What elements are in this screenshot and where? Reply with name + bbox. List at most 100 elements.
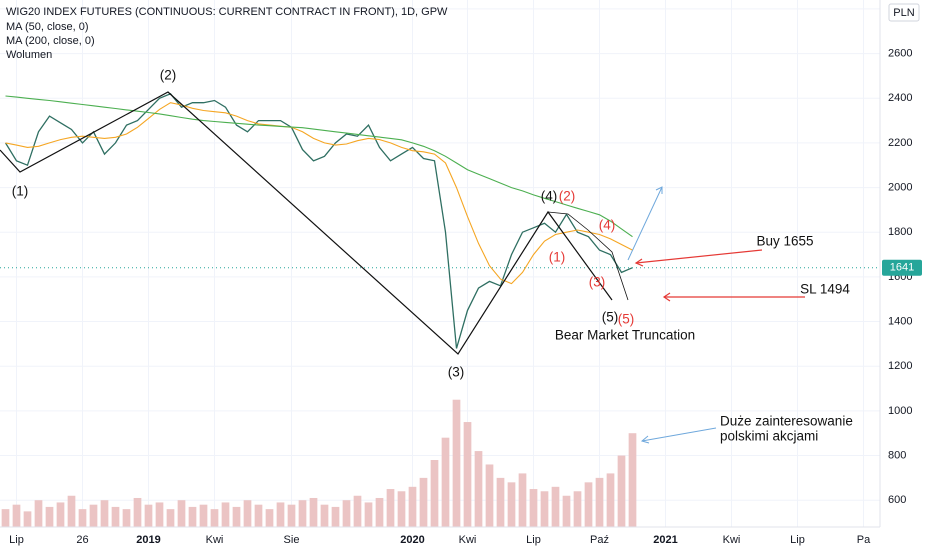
volume-bar: [122, 509, 131, 527]
volume-bar: [188, 506, 197, 527]
legend-entry: MA (50, close, 0): [6, 21, 89, 33]
x-tick-label: Pa: [857, 534, 871, 546]
volume-bar: [78, 509, 87, 527]
volume-bar: [12, 504, 21, 527]
x-tick-label: Kwi: [206, 534, 224, 546]
legend-entry: Wolumen: [6, 49, 52, 61]
annotation: (2): [559, 189, 576, 204]
y-tick-label: 2400: [888, 92, 912, 104]
volume-bar: [23, 511, 32, 527]
volume-bar: [628, 433, 637, 527]
x-tick-label: Lip: [9, 534, 24, 546]
volume-bar: [397, 491, 406, 527]
volume-bar: [177, 500, 186, 527]
volume-bar: [342, 500, 351, 527]
grid: [0, 0, 880, 527]
y-tick-label: 1000: [888, 405, 912, 417]
y-tick-label: 600: [888, 494, 906, 506]
volume-bar: [331, 506, 340, 527]
volume-bar: [485, 464, 494, 527]
volume-bar: [474, 451, 483, 527]
volume-bar: [133, 497, 142, 527]
volume-bar: [408, 486, 417, 527]
annotation: (3): [448, 365, 465, 380]
volume-bar: [89, 504, 98, 527]
volume-bar: [518, 473, 527, 527]
x-tick-label: Kwi: [459, 534, 477, 546]
x-tick-label: Kwi: [723, 534, 741, 546]
volume-bar: [529, 489, 538, 527]
annotation: SL 1494: [800, 282, 850, 297]
annotation: Buy 1655: [756, 234, 813, 249]
currency-box[interactable]: [888, 3, 920, 22]
volume-bar: [573, 491, 582, 527]
volume-bar: [551, 486, 560, 527]
volume-bar: [100, 500, 109, 527]
volume-bar: [67, 495, 76, 527]
arrow: [635, 249, 763, 264]
annotation: (4): [599, 218, 616, 233]
annotation: polskimi akcjami: [720, 429, 818, 444]
y-tick-label: 800: [888, 449, 906, 461]
x-tick-label: Lip: [526, 534, 541, 546]
x-tick-label: 2019: [136, 534, 160, 546]
volume-bar: [210, 509, 219, 527]
arrow: [627, 186, 663, 261]
volume-bar: [155, 502, 164, 527]
volume-bar: [606, 473, 615, 527]
volume-bar: [441, 437, 450, 527]
series-line: [5, 102, 633, 285]
last-price-label: 1641: [890, 262, 914, 274]
annotation: (1): [12, 184, 29, 199]
volume-bar: [419, 477, 428, 527]
arrow-head: [640, 435, 650, 444]
series-line: [5, 95, 633, 238]
volume-bar: [276, 502, 285, 527]
volume-bar: [1, 509, 10, 527]
annotation: (3): [589, 275, 606, 290]
chart-title: WIG20 INDEX FUTURES (CONTINUOUS: CURRENT…: [6, 6, 448, 18]
series-line: [4, 93, 633, 349]
volume-bar: [166, 509, 175, 527]
volume-bar: [144, 504, 153, 527]
volume-bar: [56, 502, 65, 527]
annotation: (5): [602, 310, 619, 325]
y-tick-label: 1800: [888, 226, 912, 238]
annotation: (2): [160, 68, 177, 83]
volume-bar: [287, 504, 296, 527]
volume-bar: [540, 491, 549, 527]
currency[interactable]: PLN: [893, 7, 914, 19]
volume-bar: [298, 500, 307, 527]
annotation: Bear Market Truncation: [555, 328, 695, 343]
volume-bar: [34, 500, 43, 527]
volume-bar: [221, 502, 230, 527]
volume-bar: [375, 497, 384, 527]
volume-bar: [309, 497, 318, 527]
volume-bar: [584, 482, 593, 527]
arrow-head: [634, 258, 644, 267]
y-tick-label: 1200: [888, 360, 912, 372]
volume-bar: [617, 455, 626, 527]
annotation: (1): [549, 250, 566, 265]
volume-bar: [496, 477, 505, 527]
volume-bar: [111, 506, 120, 527]
legend-entry: MA (200, close, 0): [6, 35, 95, 47]
y-tick-label: 2200: [888, 137, 912, 149]
x-tick-label: 2021: [653, 534, 677, 546]
volume-bar: [320, 504, 329, 527]
y-tick-label: 2000: [888, 181, 912, 193]
y-tick-label: 2600: [888, 47, 912, 59]
volume-bar: [430, 460, 439, 527]
annotation: (4): [541, 189, 558, 204]
arrow: [641, 427, 717, 442]
volume-bar: [364, 502, 373, 527]
volume-bar: [452, 399, 461, 527]
volume-bar: [199, 504, 208, 527]
annotation: (5): [618, 312, 635, 327]
x-tick-label: Paź: [590, 534, 609, 546]
marks: [0, 93, 880, 527]
volume-bar: [45, 506, 54, 527]
